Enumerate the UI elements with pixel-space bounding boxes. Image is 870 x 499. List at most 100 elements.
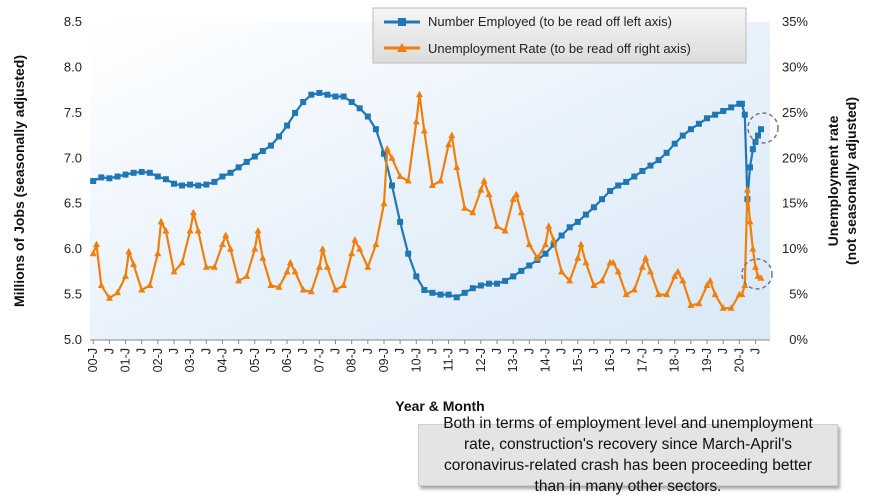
data-point-employed	[106, 175, 113, 182]
x-tick-label: J	[167, 348, 181, 354]
x-tick-label: J	[232, 348, 246, 354]
data-point-unemployment	[582, 258, 590, 266]
data-point-employed	[122, 171, 129, 178]
data-point-employed	[405, 250, 412, 257]
data-point-unemployment	[383, 145, 391, 152]
x-tick-label: J	[555, 348, 569, 354]
data-point-unemployment	[356, 245, 364, 252]
data-point-unemployment	[154, 249, 162, 257]
data-point-unemployment	[480, 177, 488, 184]
data-point-unemployment	[674, 267, 682, 275]
data-point-unemployment	[512, 190, 520, 198]
x-tick-label: J	[264, 348, 278, 354]
data-point-unemployment	[286, 258, 294, 266]
data-point-employed	[758, 126, 764, 133]
data-point-unemployment	[448, 131, 456, 139]
data-point-unemployment	[741, 281, 749, 288]
data-point-employed	[469, 285, 476, 292]
x-tick-label: 16-J	[603, 348, 617, 372]
data-point-unemployment	[138, 286, 146, 293]
data-point-employed	[566, 224, 573, 231]
data-point-employed	[687, 126, 694, 133]
data-point-unemployment	[663, 290, 671, 298]
data-point-employed	[542, 250, 549, 257]
x-tick-label: J	[135, 348, 149, 354]
x-tick-label: 10-J	[409, 348, 423, 372]
data-point-employed	[171, 180, 177, 187]
data-point-unemployment	[125, 247, 133, 255]
data-point-employed	[332, 93, 339, 100]
data-point-unemployment	[609, 258, 617, 266]
data-point-employed	[300, 99, 307, 105]
data-point-unemployment	[170, 267, 178, 275]
x-tick-label: 02-J	[151, 348, 165, 372]
y-right-tick-label: 25%	[782, 105, 808, 120]
data-point-employed	[227, 169, 234, 176]
data-point-employed	[114, 173, 121, 180]
data-point-employed	[413, 273, 420, 280]
data-point-unemployment	[577, 240, 585, 248]
data-point-employed	[752, 138, 759, 145]
data-point-unemployment	[122, 272, 129, 279]
y-left-tick-label: 5.0	[64, 332, 82, 347]
data-point-unemployment	[315, 263, 323, 270]
data-point-employed	[195, 182, 202, 189]
data-point-unemployment	[351, 236, 359, 243]
y-left-tick-label: 8.0	[64, 59, 82, 74]
data-point-unemployment	[202, 263, 210, 270]
legend-label-unemployment: Unemployment Rate (to be read off right …	[428, 41, 691, 56]
data-point-unemployment	[194, 227, 202, 234]
x-tick-label: 09-J	[377, 348, 391, 372]
data-point-employed	[187, 181, 194, 188]
x-tick-label: J	[684, 348, 698, 354]
data-point-unemployment	[189, 208, 197, 216]
x-tick-label: J	[458, 348, 472, 354]
data-point-unemployment	[291, 267, 299, 275]
data-point-unemployment	[267, 281, 275, 288]
legend-box	[372, 7, 747, 64]
y-right-tick-label: 35%	[782, 14, 808, 29]
x-tick-label: J	[490, 348, 504, 354]
data-point-unemployment	[501, 227, 509, 234]
data-point-unemployment	[227, 245, 234, 252]
data-point-employed	[429, 289, 436, 296]
y-left-tick-label: 8.5	[64, 14, 82, 29]
data-point-unemployment	[319, 245, 327, 252]
data-point-unemployment	[509, 195, 517, 202]
data-point-unemployment	[727, 304, 735, 311]
data-point-unemployment	[590, 281, 598, 288]
x-tick-label: J	[425, 348, 439, 354]
data-point-unemployment	[162, 227, 170, 234]
data-point-employed	[348, 99, 355, 105]
data-point-unemployment	[687, 301, 695, 308]
y-axis-right-title-line2: (not seasonally adjusted)	[843, 97, 859, 265]
data-point-unemployment	[477, 186, 485, 193]
y-right-tick-label: 5%	[789, 287, 808, 302]
x-tick-label: 08-J	[345, 348, 359, 372]
x-tick-label: 19-J	[700, 348, 714, 372]
data-point-unemployment	[157, 217, 165, 225]
data-point-unemployment	[412, 117, 420, 125]
data-point-unemployment	[348, 249, 356, 257]
x-tick-label: J	[102, 348, 116, 354]
data-point-employed	[316, 89, 323, 96]
data-point-employed	[130, 169, 137, 176]
data-point-unemployment	[114, 288, 121, 296]
data-point-unemployment	[679, 276, 687, 284]
chart-area: 5.0 5.5 6.0 6.5 7.0 7.5 8.0 8.5 0% 5% 10% 15% 20% 25…	[11, 7, 859, 414]
data-point-employed	[453, 294, 460, 301]
data-point-employed	[397, 218, 404, 225]
data-point-unemployment	[752, 263, 759, 270]
x-tick-label: J	[587, 348, 601, 354]
data-point-employed	[90, 178, 97, 184]
data-point-employed	[259, 148, 266, 154]
y-left-tick-label: 6.0	[64, 241, 82, 256]
data-point-unemployment	[259, 254, 267, 261]
data-point-unemployment	[299, 286, 307, 293]
data-point-unemployment	[186, 227, 194, 234]
data-point-unemployment	[372, 240, 380, 248]
data-point-employed	[477, 282, 484, 289]
highlight-circle-unemployment	[741, 258, 773, 290]
x-tick-label: 05-J	[248, 348, 262, 372]
data-point-employed	[235, 164, 242, 171]
